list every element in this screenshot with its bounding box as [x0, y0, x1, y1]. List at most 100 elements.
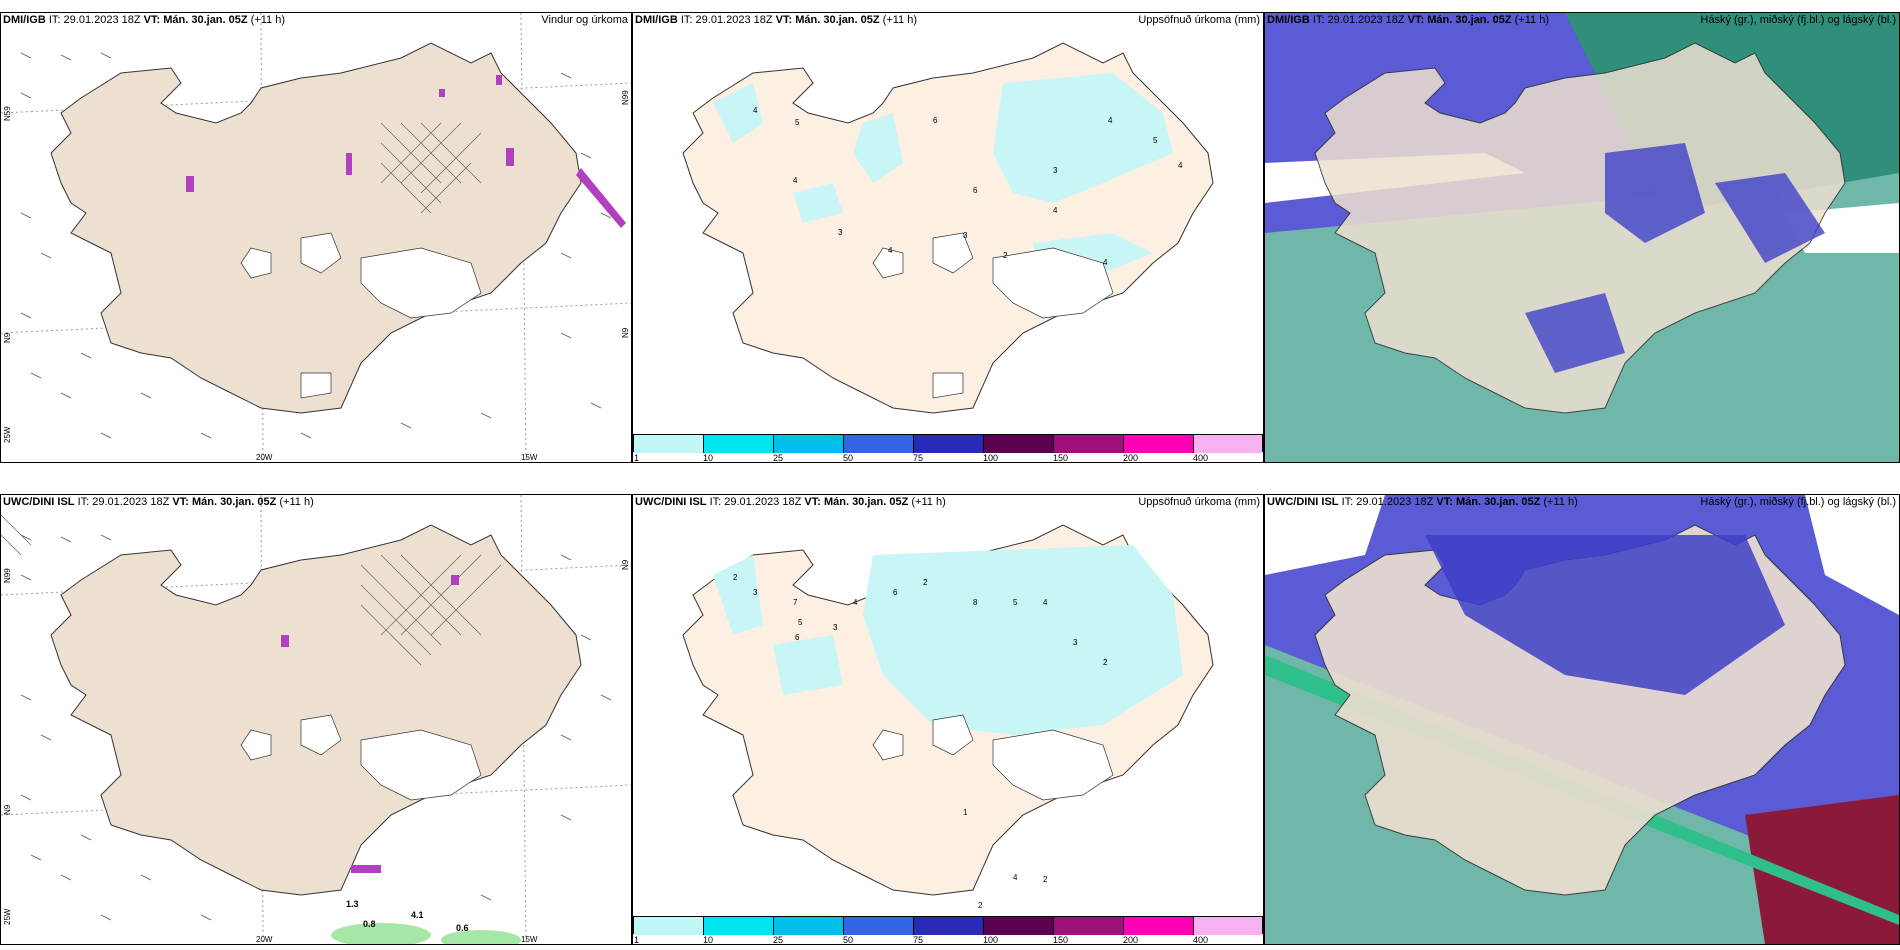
accum-label: 5 — [795, 118, 800, 127]
accum-label: 2 — [978, 901, 983, 910]
colorbar-cell — [774, 435, 844, 453]
accum-values: 2 3 7 5 6 3 4 6 2 8 5 4 3 2 1 4 2 2 — [733, 573, 1108, 910]
colorbar-label: 10 — [703, 453, 714, 463]
product-title: Háský (gr.), miðský (fj.bl.) og lágský (… — [1700, 496, 1896, 508]
panel-dmi-clouds: DMI/IGB IT: 29.01.2023 18Z VT: Mán. 30.j… — [1264, 12, 1900, 463]
colorbar-label: 50 — [843, 453, 854, 463]
corner-label: 25W — [3, 426, 12, 443]
map-clouds — [1265, 495, 1899, 944]
colorbar-label: 10 — [703, 935, 714, 945]
colorbar-cell — [634, 435, 704, 453]
wind-barbs — [20, 534, 612, 921]
colorbar-label: 400 — [1193, 935, 1209, 945]
product-title: Uppsöfnuð úrkoma (mm) — [1138, 496, 1260, 508]
lon-label-left: 20W — [256, 453, 273, 462]
colorbar-label: 75 — [913, 935, 924, 945]
lat-label-right-2: N9 — [621, 327, 630, 338]
product-title: Uppsöfnuð úrkoma (mm) — [1138, 14, 1260, 26]
lon-label-left: 20W — [256, 935, 273, 944]
accum-label: 5 — [1153, 136, 1158, 145]
colorbar-label: 100 — [983, 935, 999, 945]
colorbar-cell — [984, 435, 1054, 453]
panel-dmi-accum: 4 5 4 6 4 3 4 5 6 4 3 4 4 2 3 DMI/IGB IT… — [632, 12, 1264, 463]
colorbar-label: 150 — [1053, 935, 1069, 945]
colorbar-cell — [914, 917, 984, 935]
glaciers — [240, 714, 482, 801]
colorbar-cell — [1194, 917, 1262, 935]
colorbar-label: 200 — [1123, 935, 1139, 945]
accum-label: 6 — [933, 116, 938, 125]
map-wind-precip: 1.3 4.1 0.8 0.6 — [1, 495, 631, 944]
colorbar-label: 1 — [634, 453, 640, 463]
accum-label: 4 — [1053, 206, 1058, 215]
accum-label: 1 — [963, 808, 968, 817]
accum-label: 6 — [893, 588, 898, 597]
precip-purple — [186, 75, 626, 228]
accum-label: 8 — [973, 598, 978, 607]
lat-label-right: N99 — [621, 90, 630, 105]
colorbar-label: 1 — [634, 935, 640, 945]
colorbar-label: 25 — [773, 453, 784, 463]
precip-green — [331, 923, 521, 944]
lat-label-top: N99 — [3, 568, 12, 583]
map-wind-precip — [1, 13, 631, 462]
clear-area — [1805, 495, 1899, 615]
accum-label: 4 — [1178, 161, 1183, 170]
accum-label: 4 — [1013, 873, 1018, 882]
precip-label: 1.3 — [346, 899, 359, 909]
colorbar-label: 200 — [1123, 453, 1139, 463]
panel-dmi-wind-precip: DMI/IGB IT: 29.01.2023 18Z VT: Mán. 30.j… — [0, 12, 632, 463]
accum-label: 3 — [753, 588, 758, 597]
product-title: Háský (gr.), miðský (fj.bl.) og lágský (… — [1700, 14, 1896, 26]
precip-label: 0.6 — [456, 923, 469, 933]
accum-label: 4 — [1103, 258, 1108, 267]
mid-cloud-patches — [1425, 535, 1785, 695]
map-clouds — [1265, 13, 1899, 462]
colorbar-label: 25 — [773, 935, 784, 945]
accum-label: 3 — [838, 228, 843, 237]
precip-label: 0.8 — [363, 919, 376, 929]
product-title: Vindur og úrkoma — [541, 14, 628, 26]
colorbar-label: 400 — [1193, 453, 1209, 463]
panel-header: UWC/DINI ISL IT: 29.01.2023 18Z VT: Mán.… — [3, 496, 314, 508]
accum-values: 4 5 4 6 4 3 4 5 6 4 3 4 4 2 3 — [753, 106, 1183, 267]
accum-label: 2 — [1103, 658, 1108, 667]
accum-label: 2 — [1043, 875, 1048, 884]
panel-uwc-clouds: UWC/DINI ISL IT: 29.01.2023 18Z VT: Mán.… — [1264, 494, 1900, 945]
colorbar: 1 10 25 50 75 100 150 200 400 — [633, 434, 1263, 462]
lat-label-top: N59 — [3, 106, 12, 121]
accum-label: 4 — [1108, 116, 1113, 125]
colorbar-label: 100 — [983, 453, 999, 463]
glaciers — [872, 232, 1114, 399]
accum-label: 3 — [833, 623, 838, 632]
colorbar-cells — [633, 434, 1263, 453]
precip-light — [713, 545, 1183, 735]
snow-hatch — [1, 514, 502, 666]
iceland-land — [1314, 42, 1846, 414]
panel-header: UWC/DINI ISL IT: 29.01.2023 18Z VT: Mán.… — [1267, 496, 1578, 508]
colorbar-cell — [844, 435, 914, 453]
colorbar-cell — [1054, 435, 1124, 453]
accum-label: 2 — [923, 578, 928, 587]
colorbar-cell — [984, 917, 1054, 935]
colorbar-cells — [633, 916, 1263, 935]
colorbar-label: 75 — [913, 453, 924, 463]
mid-cloud-patches — [1525, 143, 1825, 373]
accum-label: 4 — [888, 246, 893, 255]
iceland-land — [50, 524, 582, 896]
colorbar-cell — [634, 917, 704, 935]
colorbar-cell — [1194, 435, 1262, 453]
colorbar-cell — [1124, 917, 1194, 935]
panel-header: DMI/IGB IT: 29.01.2023 18Z VT: Mán. 30.j… — [635, 14, 918, 26]
accum-label: 2 — [1003, 251, 1008, 260]
accum-label: 7 — [793, 598, 798, 607]
lon-label-right: 15W — [521, 453, 538, 462]
colorbar-cell — [914, 435, 984, 453]
panel-uwc-wind-precip: 1.3 4.1 0.8 0.6 UWC/DINI ISL IT: 29.01.2… — [0, 494, 632, 945]
accum-label: 3 — [1053, 166, 1058, 175]
accum-label: 4 — [753, 106, 758, 115]
colorbar-cell — [844, 917, 914, 935]
colorbar-label: 50 — [843, 935, 854, 945]
colorbar-cell — [704, 917, 774, 935]
map-accum-precip: 4 5 4 6 4 3 4 5 6 4 3 4 4 2 3 — [682, 42, 1214, 414]
